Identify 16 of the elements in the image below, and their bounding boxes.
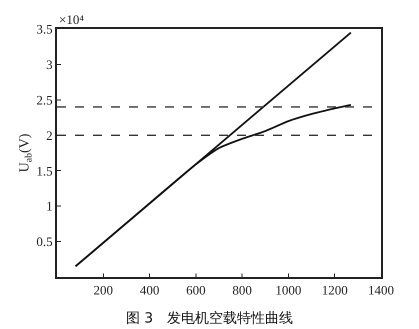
x-tick-label: 400: [140, 282, 160, 298]
y-tick-label: 1.5: [36, 163, 53, 178]
x-tick-label: 1000: [275, 282, 302, 298]
x-tick-label: 200: [94, 282, 114, 298]
y-tick-label: 1: [46, 198, 53, 214]
y-tick-label: 0.5: [36, 234, 53, 250]
x-tick-label: 800: [232, 282, 252, 298]
text: 图 3 发电机空载特性曲线: [126, 310, 294, 326]
y-tick-label: 2.5: [36, 92, 53, 108]
text: ×10⁴: [59, 12, 84, 27]
x-tick-label: 600: [186, 282, 206, 298]
x-tick-label: 1200: [322, 282, 348, 298]
y-tick-label: 3.5: [36, 22, 53, 37]
y-tick-label: 2: [46, 128, 53, 143]
y-tick-label: 3: [46, 56, 53, 72]
x-tick-label: 1400: [368, 282, 394, 298]
